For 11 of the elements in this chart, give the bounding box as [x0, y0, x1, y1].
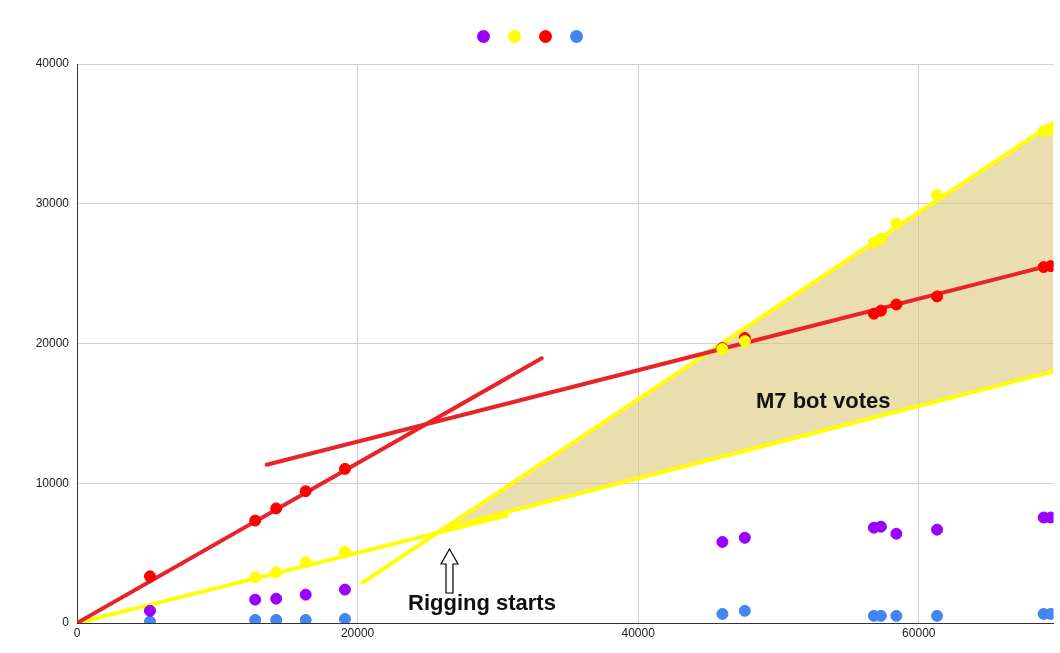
y-tick-label: 40000: [35, 56, 70, 71]
y-tick-label: 0: [62, 615, 70, 630]
y-tick-label: 30000: [35, 196, 70, 211]
x-tick-label: 40000: [621, 625, 656, 640]
annotation: M7 bot votes: [756, 388, 891, 414]
x-tick-label: 0: [73, 625, 81, 640]
y-tick-label: 10000: [35, 475, 70, 490]
x-tick-label: 60000: [902, 625, 936, 640]
y-tick-label: 20000: [35, 335, 70, 350]
x-tick-label: 20000: [340, 625, 375, 640]
annotation: Rigging starts: [408, 590, 556, 616]
